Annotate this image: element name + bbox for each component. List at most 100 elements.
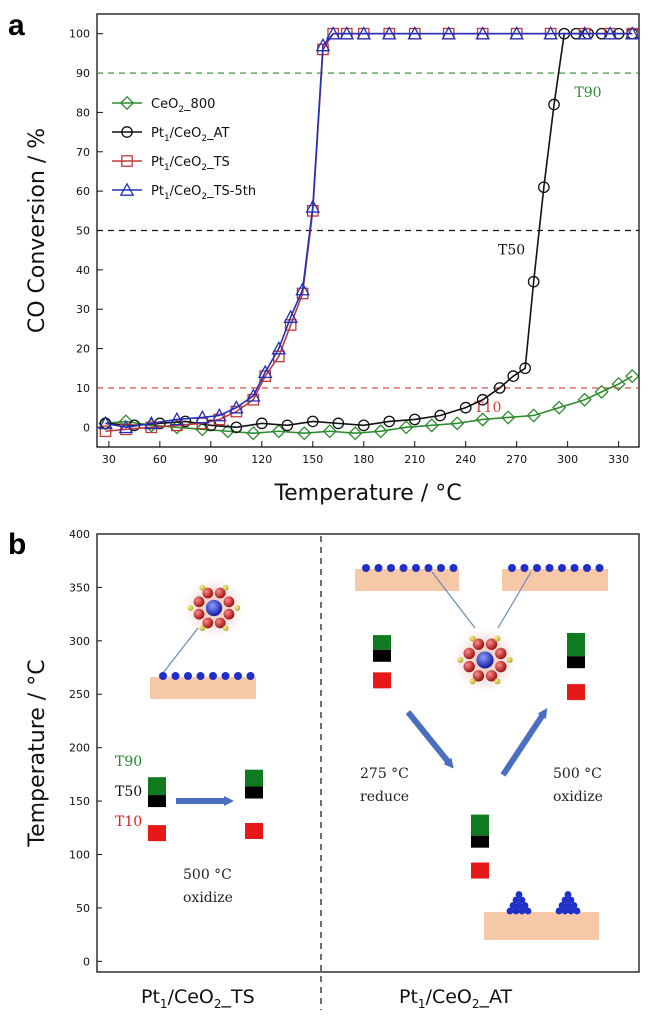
pt-nanoparticle-atom bbox=[555, 907, 563, 915]
x-axis-title: Temperature / °C bbox=[273, 481, 461, 506]
pt-atom bbox=[558, 564, 566, 572]
x-tick-label: 240 bbox=[455, 453, 476, 466]
t50-block bbox=[471, 835, 489, 848]
data-point bbox=[306, 415, 319, 428]
pt-atom bbox=[159, 672, 167, 680]
pt-atom bbox=[205, 599, 223, 617]
y-tick-label: 80 bbox=[76, 106, 90, 119]
pt-nanoparticle-atom bbox=[564, 902, 572, 909]
data-point bbox=[373, 424, 388, 439]
data-point bbox=[408, 413, 421, 426]
oxygen-atom bbox=[485, 638, 498, 650]
pt-nanoparticle-atom bbox=[506, 907, 514, 915]
b-y-tick-label: 400 bbox=[69, 528, 90, 541]
legend-marker bbox=[119, 95, 135, 111]
pt-atom bbox=[171, 672, 180, 680]
legend-label-t90: T90 bbox=[115, 754, 142, 770]
oxygen-atom bbox=[472, 670, 485, 682]
data-point bbox=[120, 423, 132, 436]
data-point bbox=[501, 410, 516, 425]
x-tick-label: 180 bbox=[353, 453, 374, 466]
pt-atom bbox=[234, 672, 242, 680]
pt-atom bbox=[399, 564, 408, 572]
oxygen-atom bbox=[223, 596, 235, 608]
data-point bbox=[99, 425, 112, 438]
x-tick-label: 30 bbox=[102, 453, 116, 466]
data-point bbox=[98, 415, 113, 430]
ts-single-atom-cluster bbox=[184, 578, 244, 638]
at-pointer-left bbox=[431, 571, 476, 629]
data-point bbox=[548, 98, 560, 111]
data-point bbox=[281, 419, 294, 432]
y-tick-label: 10 bbox=[76, 382, 90, 395]
data-point bbox=[441, 26, 456, 40]
y-tick-label: 20 bbox=[76, 343, 90, 356]
legend-label: CeO2_800 bbox=[151, 97, 215, 115]
data-point bbox=[424, 418, 439, 433]
oxygen-atom bbox=[202, 587, 214, 599]
panel-a-chart: 30 60 90 120 150 180 210 240 270 300 330 0 10 20 30 40 5… bbox=[25, 13, 640, 506]
block-group-4 bbox=[567, 632, 585, 701]
data-point bbox=[450, 416, 465, 431]
b-y-tick-label: 0 bbox=[83, 955, 90, 968]
data-point bbox=[509, 26, 524, 40]
t90-block bbox=[471, 814, 489, 836]
pt-nanoparticle-atom bbox=[567, 907, 575, 915]
oxygen-atom bbox=[193, 608, 205, 620]
at-reduce-label: reduce bbox=[360, 789, 409, 805]
at-support-slab-right bbox=[502, 569, 608, 591]
cerium-atom bbox=[222, 584, 229, 591]
panel-b-axis: 0 50 100 150 200 250 300 350 400 Temperature / °C bbox=[25, 528, 102, 968]
pt-atom bbox=[570, 564, 579, 572]
data-point bbox=[179, 415, 192, 428]
x-tick-label: 210 bbox=[404, 453, 425, 466]
b-y-tick-label: 200 bbox=[69, 742, 90, 755]
data-point bbox=[283, 309, 298, 323]
t50-block bbox=[567, 656, 585, 669]
data-point bbox=[543, 26, 558, 40]
cerium-atom bbox=[494, 678, 501, 685]
data-point bbox=[284, 319, 297, 331]
x-tick-label: 90 bbox=[204, 453, 218, 466]
legend-label: Pt1/CeO2_AT bbox=[151, 126, 229, 144]
legend-label-t10: T10 bbox=[115, 814, 142, 830]
pt-atom bbox=[545, 564, 554, 572]
cerium-atom bbox=[506, 656, 513, 664]
pt-atom bbox=[595, 564, 604, 572]
pt-nanoparticle-atom bbox=[515, 891, 523, 898]
pt-nanoparticle-atom bbox=[558, 902, 566, 909]
panel-b-diagram: 0 50 100 150 200 250 300 350 400 Temperature / °C… bbox=[25, 528, 640, 1011]
pt-atom bbox=[221, 672, 230, 680]
data-point bbox=[118, 419, 134, 434]
block-group-3 bbox=[471, 814, 489, 879]
data-point bbox=[624, 26, 640, 40]
data-point bbox=[230, 421, 243, 434]
legend-label-t50: T50 bbox=[115, 784, 142, 800]
at-single-atom-cluster bbox=[453, 628, 517, 692]
ts-treatment-label: oxidize bbox=[183, 890, 233, 906]
legend-label: Pt1/CeO2_TS bbox=[151, 155, 230, 173]
panel-b-letter: b bbox=[8, 528, 26, 561]
pt-atom bbox=[246, 672, 255, 680]
data-point bbox=[357, 419, 370, 432]
data-point bbox=[257, 364, 273, 379]
data-point bbox=[602, 26, 618, 40]
legend-label: Pt1/CeO2_TS-5th bbox=[151, 184, 256, 202]
block-group-0 bbox=[148, 777, 166, 842]
b-y-tick-label: 150 bbox=[69, 795, 90, 808]
at-pointer-right bbox=[497, 571, 532, 629]
b-y-tick-label: 50 bbox=[76, 902, 90, 915]
cerium-atom bbox=[469, 635, 476, 642]
data-point bbox=[229, 400, 244, 414]
t10-block bbox=[245, 822, 263, 839]
t90-block bbox=[245, 769, 263, 787]
pt-nanoparticle-atom bbox=[518, 907, 526, 915]
cerium-atom bbox=[199, 625, 206, 632]
oxygen-atom bbox=[472, 638, 485, 650]
at-pt-atoms-rows bbox=[362, 564, 604, 572]
data-point bbox=[594, 384, 609, 400]
pt-atom bbox=[508, 564, 516, 572]
cerium-atom bbox=[199, 584, 206, 591]
pt-atom bbox=[412, 564, 420, 572]
